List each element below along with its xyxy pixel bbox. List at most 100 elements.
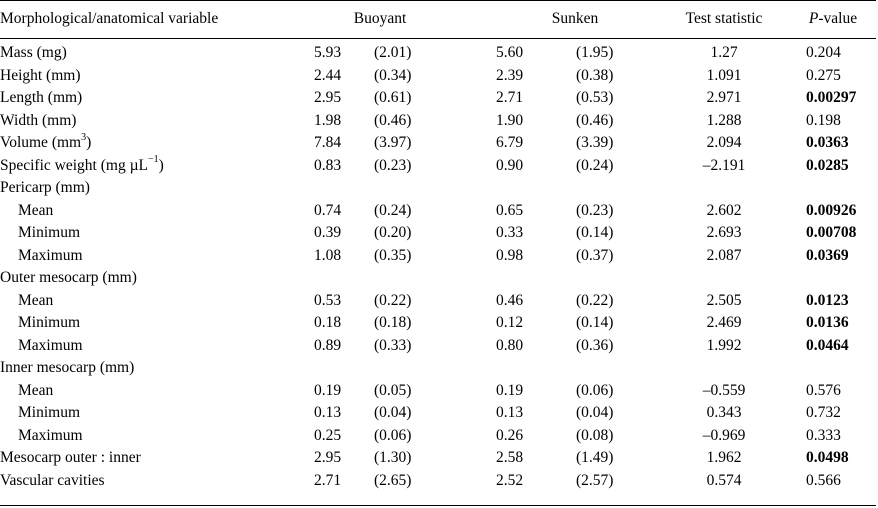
buoyant-sd: (0.20) [374,224,412,241]
table-row: Maximum 0.89 (0.33) 0.80 (0.36) 1.992 0.0464 [0,335,876,358]
row-label: Mean [0,290,268,313]
sunken-sd: (0.38) [576,66,614,84]
test-statistic: 2.971 [706,89,742,106]
sunken-mean: 0.98 [496,246,524,264]
buoyant-sd: (1.30) [374,449,412,466]
test-statistic: 0.343 [706,404,742,421]
sunken-sd: (0.46) [576,111,614,129]
p-value: 0.0136 [806,314,849,331]
p-value: 0.0464 [806,336,849,354]
sunken-sd: (1.95) [576,44,614,61]
row-label-text: Mean [18,381,54,399]
header-p-letter: P [808,10,819,27]
test-statistic: 1.288 [706,111,742,129]
buoyant-mean: 0.74 [314,201,342,219]
buoyant-sd: (0.61) [374,89,412,106]
buoyant-mean: 2.95 [314,89,342,106]
sunken-sd: (0.22) [576,291,614,309]
table-row: Mean 0.19 (0.05) 0.19 (0.06) –0.559 0.576 [0,380,876,403]
row-label-text: Mean [18,201,54,219]
sunken-sd: (0.14) [576,314,614,331]
table-row: Maximum 0.25 (0.06) 0.26 (0.08) –0.969 0.333 [0,425,876,448]
row-label-text: Minimum [18,314,81,331]
buoyant-mean: 1.08 [314,246,342,264]
sunken-mean: 0.80 [496,336,524,354]
buoyant-sd: (0.06) [374,426,412,444]
test-statistic: 1.962 [706,449,742,466]
buoyant-sd: (0.23) [374,156,412,174]
sunken-mean: 2.71 [496,89,524,106]
sunken-sd [542,177,658,200]
row-label-text: Maximum [18,426,83,444]
p-value: 0.0498 [806,449,849,466]
buoyant-mean: 0.19 [314,381,342,399]
row-label: Mean [0,200,268,223]
row-label: Maximum [0,425,268,448]
sunken-mean: 2.39 [496,66,524,84]
p-value: 0.204 [806,44,841,61]
buoyant-mean: 0.18 [314,314,342,331]
sunken-sd: (0.24) [576,156,614,174]
row-label-text: Minimum [18,224,81,241]
table-header-row: Morphological/anatomical variable Buoyan… [0,0,876,38]
buoyant-mean: 0.83 [314,156,342,174]
table-row: Volume (mm3) 7.84 (3.97) 6.79 (3.39) 2.094 0.0… [0,132,876,155]
buoyant-mean: 7.84 [314,134,342,151]
row-label: Pericarp (mm) [0,177,268,200]
buoyant-sd: (0.24) [374,201,412,219]
header-test-statistic: Test statistic [685,10,763,27]
table-row: Inner mesocarp (mm) [0,357,876,380]
test-statistic: –2.191 [702,156,746,174]
sunken-mean: 1.90 [496,111,524,129]
sunken-mean: 0.33 [496,224,524,241]
p-value: 0.566 [806,471,841,489]
buoyant-mean [268,177,352,200]
sunken-sd: (0.04) [576,404,614,421]
test-statistic: 2.094 [706,134,742,151]
row-label: Outer mesocarp (mm) [0,267,268,290]
sunken-mean: 0.46 [496,291,524,309]
test-statistic: 2.693 [706,224,742,241]
test-statistic: 2.602 [706,201,742,219]
p-value [790,177,876,200]
test-statistic: 1.091 [706,66,742,84]
test-statistic: 0.574 [706,471,742,489]
sunken-sd: (1.49) [576,449,614,466]
buoyant-mean: 0.53 [314,291,342,309]
sunken-mean: 0.26 [496,426,524,444]
table-row: Maximum 1.08 (0.35) 0.98 (0.37) 2.087 0.0369 [0,245,876,268]
row-label: Mean [0,380,268,403]
row-label: Length (mm) [0,87,268,110]
row-label-text: Inner mesocarp (mm) [0,359,135,376]
header-sunken: Sunken [551,10,599,27]
table-row: Specific weight (mg µL−1) 0.83 (0.23) 0.90 (… [0,155,876,178]
row-label: Mesocarp outer : inner [0,447,268,470]
row-label-tail: ) [158,156,164,174]
buoyant-mean: 0.13 [314,404,342,421]
sunken-mean: 5.60 [496,44,524,61]
header-p-suffix: -value [818,10,858,27]
p-value: 0.732 [806,404,841,421]
row-label: Mass (mg) [0,38,268,65]
sunken-mean: 2.58 [496,449,524,466]
sunken-sd: (0.14) [576,224,614,241]
sunken-sd [542,357,658,380]
table-top-rule [0,0,876,1]
row-label: Minimum [0,222,268,245]
buoyant-sd: (0.04) [374,404,412,421]
sunken-mean: 0.12 [496,314,524,331]
row-label-superscript: 3 [81,131,87,143]
p-value [790,357,876,380]
sunken-sd: (0.36) [576,336,614,354]
header-buoyant: Buoyant [353,10,407,27]
table-row: Minimum 0.18 (0.18) 0.12 (0.14) 2.469 0.0136 [0,312,876,335]
sunken-mean: 0.65 [496,201,524,219]
sunken-sd: (0.06) [576,381,614,399]
sunken-sd: (0.23) [576,201,614,219]
p-value: 0.0369 [806,246,849,264]
row-label-text: Length (mm) [0,89,83,106]
row-label-superscript: −1 [147,154,159,166]
test-statistic: 2.469 [706,314,742,331]
test-statistic: 1.27 [710,44,738,61]
buoyant-mean [268,267,352,290]
